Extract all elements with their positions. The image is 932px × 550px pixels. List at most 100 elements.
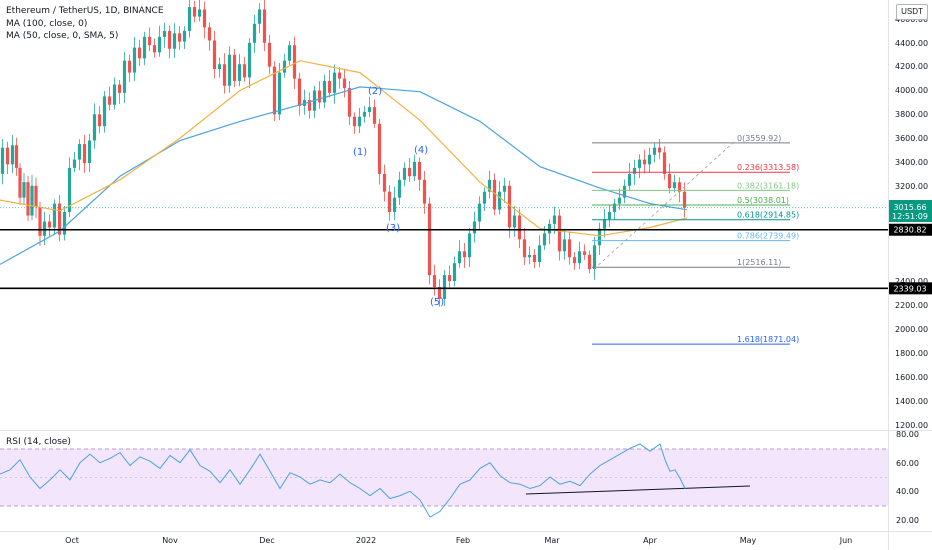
candle-body: [277, 72, 282, 115]
rsi-tick: 60.00: [896, 459, 919, 468]
candle-body: [512, 215, 517, 228]
fib-level-label: 0.618(2914.85): [737, 211, 799, 220]
fib-level-label: 0(3559.92): [737, 134, 781, 143]
candle-body: [622, 185, 627, 198]
candle-body: [192, 7, 197, 17]
fib-level-label: 0.786(2739.49): [737, 232, 799, 241]
wave-label-3: (3): [386, 223, 400, 234]
candle-body: [557, 215, 562, 252]
time-tick: Dec: [259, 536, 274, 545]
currency-label[interactable]: USDT: [896, 4, 928, 20]
wave-label-5: (5): [430, 297, 444, 308]
support-upper-value: 2830.82: [893, 226, 926, 235]
rsi-trendline[interactable]: [525, 485, 751, 495]
candle-body: [14, 145, 19, 168]
candle-body: [202, 9, 207, 28]
candle-body: [642, 159, 647, 165]
candle-body: [592, 245, 597, 270]
candle-body: [337, 72, 342, 79]
fib-retracement[interactable]: 0(3559.92) 0.236(3313.58) 0.382(3161.18) 0.…: [592, 134, 799, 345]
candle-body: [432, 275, 437, 288]
candle-body: [352, 116, 357, 127]
candle-body: [262, 9, 267, 43]
price-tick: 3600.00: [895, 134, 928, 143]
time-tick: Apr: [643, 536, 658, 545]
price-tick: 2400.00: [895, 277, 928, 286]
candle-body: [282, 60, 287, 73]
candle-body: [187, 7, 192, 31]
candle-body: [217, 64, 222, 70]
candle-body: [107, 96, 112, 105]
candle-body: [507, 185, 512, 228]
price-pane[interactable]: [0, 0, 888, 430]
candle-body: [52, 203, 57, 228]
candle-body: [532, 254, 537, 262]
candle-body: [227, 54, 232, 86]
price-tick: 2200.00: [895, 301, 928, 310]
candle-body: [442, 275, 447, 299]
price-tick: 1400.00: [895, 397, 928, 406]
candle-body: [127, 60, 132, 73]
candle-body: [647, 154, 652, 165]
candle-body: [517, 215, 522, 240]
candle-body: [47, 221, 52, 228]
time-tick: Oct: [65, 536, 79, 545]
price-tick: 4200.00: [895, 62, 928, 71]
candle-body: [602, 219, 607, 229]
ma50-legend[interactable]: MA (50, close, 0, SMA, 5): [6, 31, 119, 41]
candle-body: [562, 239, 567, 252]
ma100-legend[interactable]: MA (100, close, 0): [6, 18, 88, 29]
candle-body: [222, 64, 227, 86]
candle-body: [372, 107, 377, 124]
candle-body: [82, 144, 87, 164]
rsi-tick: 80.00: [896, 430, 919, 439]
candle-body: [672, 182, 677, 189]
candle-body: [10, 145, 15, 165]
symbol-title[interactable]: Ethereum / TetherUS, 1D, BINANCE: [6, 6, 164, 16]
candle-body: [472, 221, 477, 234]
candle-body: [667, 173, 672, 189]
price-tick: 4400.00: [895, 39, 928, 48]
candle-body: [402, 167, 407, 180]
fib-level-label: 0.5(3038.01): [737, 196, 789, 205]
candle-body: [392, 197, 397, 212]
time-tick: 2022: [356, 536, 376, 545]
candle-body: [367, 107, 372, 112]
candle-body: [417, 161, 422, 180]
candle-body: [407, 167, 412, 177]
candle-body: [97, 114, 102, 127]
candle-body: [342, 78, 347, 89]
candle-body: [207, 27, 212, 41]
rsi-tick: 40.00: [896, 487, 919, 496]
fib-level-label: 0.382(3161.18): [737, 181, 799, 190]
elliott-wave-labels: (1) (2) (3) (4) (5): [353, 86, 444, 308]
candle-body: [102, 96, 107, 127]
candle-body: [292, 45, 297, 79]
candle-body: [572, 257, 577, 264]
candle-body: [272, 66, 277, 115]
candle-body: [427, 203, 432, 276]
candle-body: [347, 88, 352, 117]
candle-body: [497, 191, 502, 210]
candle-body: [537, 245, 542, 262]
time-axis[interactable]: Oct Nov Dec 2022 Feb Mar Apr May Jun: [65, 536, 852, 545]
candle-body: [307, 100, 312, 111]
time-tick: Feb: [456, 536, 470, 545]
candle-body: [627, 173, 632, 186]
price-tick: 3200.00: [895, 182, 928, 191]
price-tick: 1800.00: [895, 349, 928, 358]
candle-body: [422, 179, 427, 204]
candle-body: [30, 185, 34, 216]
candle-body: [267, 42, 272, 67]
price-axis[interactable]: 4600.00 4400.00 4200.00 4000.00 3800.00 …: [895, 15, 928, 430]
candle-body: [597, 228, 602, 246]
rsi-axis[interactable]: 80.00 60.00 40.00 20.00: [896, 430, 919, 525]
rsi-tick: 20.00: [896, 516, 919, 525]
fib-trend-line[interactable]: [593, 140, 736, 270]
candle-body: [22, 182, 26, 198]
candle-body: [652, 147, 657, 155]
candle-body: [232, 54, 237, 81]
candle-body: [197, 9, 202, 17]
rsi-legend[interactable]: RSI (14, close): [6, 437, 71, 447]
